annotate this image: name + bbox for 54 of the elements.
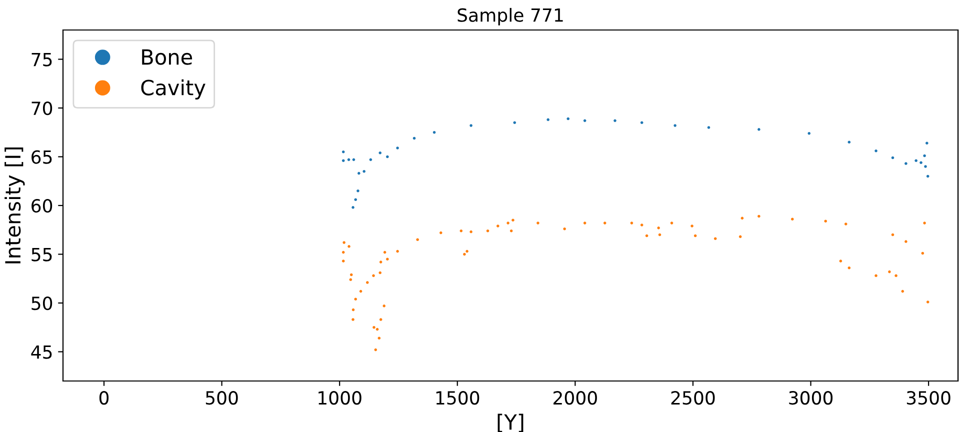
point xyxy=(386,155,389,158)
point xyxy=(874,150,878,152)
point xyxy=(640,121,644,124)
point xyxy=(808,132,810,135)
x-tick-label: 2500 xyxy=(671,391,715,405)
y-tick-label: 45 xyxy=(31,345,52,359)
point xyxy=(707,126,710,129)
point xyxy=(566,117,570,120)
y-tick-label: 50 xyxy=(32,296,52,310)
point xyxy=(342,159,345,162)
point xyxy=(914,159,918,162)
point xyxy=(513,121,516,124)
point xyxy=(396,146,399,150)
point xyxy=(926,174,930,178)
y-tick-label: 75 xyxy=(32,52,52,66)
point xyxy=(356,189,360,192)
point xyxy=(924,165,927,168)
point xyxy=(904,162,908,165)
point xyxy=(583,119,586,122)
point xyxy=(362,170,366,173)
point xyxy=(369,158,372,162)
point xyxy=(358,172,360,175)
point xyxy=(546,118,550,122)
x-tick-label: 500 xyxy=(206,391,238,405)
x-axis-title: [Y] xyxy=(498,414,524,432)
point xyxy=(432,130,436,134)
point xyxy=(758,128,760,131)
point xyxy=(614,119,616,122)
y-tick-label: 70 xyxy=(32,101,52,116)
point xyxy=(920,161,922,164)
x-tick-label: 0 xyxy=(99,391,109,405)
y-tick-label: 60 xyxy=(32,198,52,213)
point xyxy=(342,150,345,154)
x-tick-label: 3000 xyxy=(789,391,833,405)
y-tick-label: 55 xyxy=(32,248,52,262)
legend-label: Cavity xyxy=(141,79,206,100)
point xyxy=(848,140,851,144)
chart-title: Sample 771 xyxy=(458,8,563,26)
x-tick-label: 1000 xyxy=(318,391,362,405)
point xyxy=(923,154,926,158)
point xyxy=(354,198,357,202)
point xyxy=(470,124,472,127)
x-tick-label: 2000 xyxy=(554,391,597,405)
y-tick-label: 65 xyxy=(32,150,52,164)
point xyxy=(378,151,382,154)
point xyxy=(926,142,928,144)
x-tick-label: 3500 xyxy=(906,391,950,405)
y-axis-title: Intensity [I] xyxy=(4,147,25,264)
point xyxy=(352,158,356,162)
point xyxy=(352,206,354,209)
x-tick-label: 1500 xyxy=(436,391,480,405)
point xyxy=(347,158,350,162)
legend-label: Bone xyxy=(142,49,192,65)
point xyxy=(674,124,676,127)
